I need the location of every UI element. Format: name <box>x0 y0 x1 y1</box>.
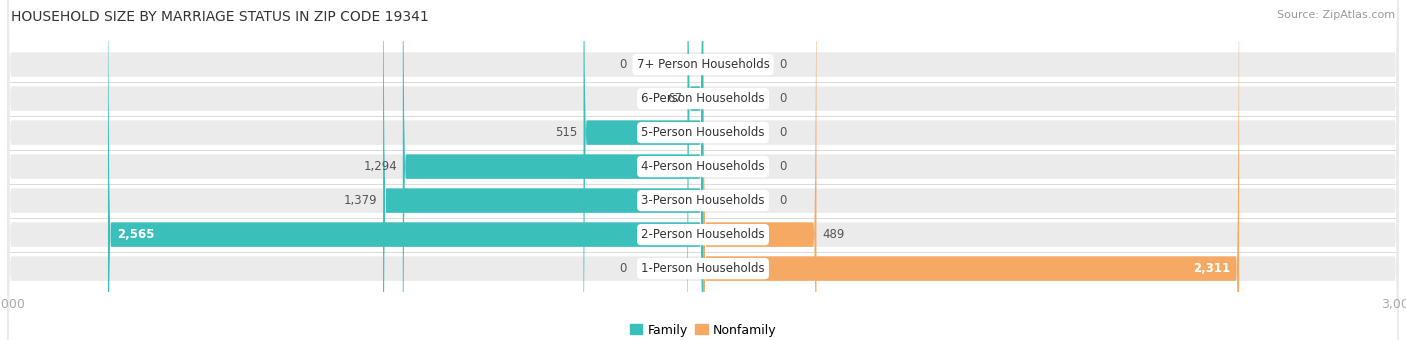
Text: 489: 489 <box>823 228 845 241</box>
Text: 0: 0 <box>779 126 787 139</box>
FancyBboxPatch shape <box>7 0 1399 340</box>
Text: 0: 0 <box>779 58 787 71</box>
Text: 1,379: 1,379 <box>343 194 377 207</box>
Text: 5-Person Households: 5-Person Households <box>641 126 765 139</box>
Text: 0: 0 <box>619 58 627 71</box>
FancyBboxPatch shape <box>703 0 1239 340</box>
FancyBboxPatch shape <box>703 0 817 340</box>
FancyBboxPatch shape <box>7 0 1399 340</box>
Text: 515: 515 <box>555 126 578 139</box>
FancyBboxPatch shape <box>382 0 703 340</box>
Text: 0: 0 <box>779 92 787 105</box>
Legend: Family, Nonfamily: Family, Nonfamily <box>624 319 782 340</box>
Text: 2-Person Households: 2-Person Households <box>641 228 765 241</box>
FancyBboxPatch shape <box>7 0 1399 340</box>
Text: Source: ZipAtlas.com: Source: ZipAtlas.com <box>1277 10 1395 20</box>
FancyBboxPatch shape <box>7 0 1399 340</box>
FancyBboxPatch shape <box>7 0 1399 340</box>
Text: 0: 0 <box>779 194 787 207</box>
Text: 2,565: 2,565 <box>117 228 155 241</box>
FancyBboxPatch shape <box>7 0 1399 340</box>
Text: 2,311: 2,311 <box>1192 262 1230 275</box>
Text: 1,294: 1,294 <box>363 160 396 173</box>
FancyBboxPatch shape <box>688 0 703 340</box>
FancyBboxPatch shape <box>583 0 703 340</box>
FancyBboxPatch shape <box>108 0 703 340</box>
Text: 0: 0 <box>619 262 627 275</box>
Text: 6-Person Households: 6-Person Households <box>641 92 765 105</box>
FancyBboxPatch shape <box>7 0 1399 340</box>
Text: HOUSEHOLD SIZE BY MARRIAGE STATUS IN ZIP CODE 19341: HOUSEHOLD SIZE BY MARRIAGE STATUS IN ZIP… <box>11 10 429 24</box>
Text: 67: 67 <box>666 92 682 105</box>
Text: 0: 0 <box>779 160 787 173</box>
Text: 7+ Person Households: 7+ Person Households <box>637 58 769 71</box>
Text: 4-Person Households: 4-Person Households <box>641 160 765 173</box>
FancyBboxPatch shape <box>402 0 703 340</box>
Text: 1-Person Households: 1-Person Households <box>641 262 765 275</box>
Text: 3-Person Households: 3-Person Households <box>641 194 765 207</box>
